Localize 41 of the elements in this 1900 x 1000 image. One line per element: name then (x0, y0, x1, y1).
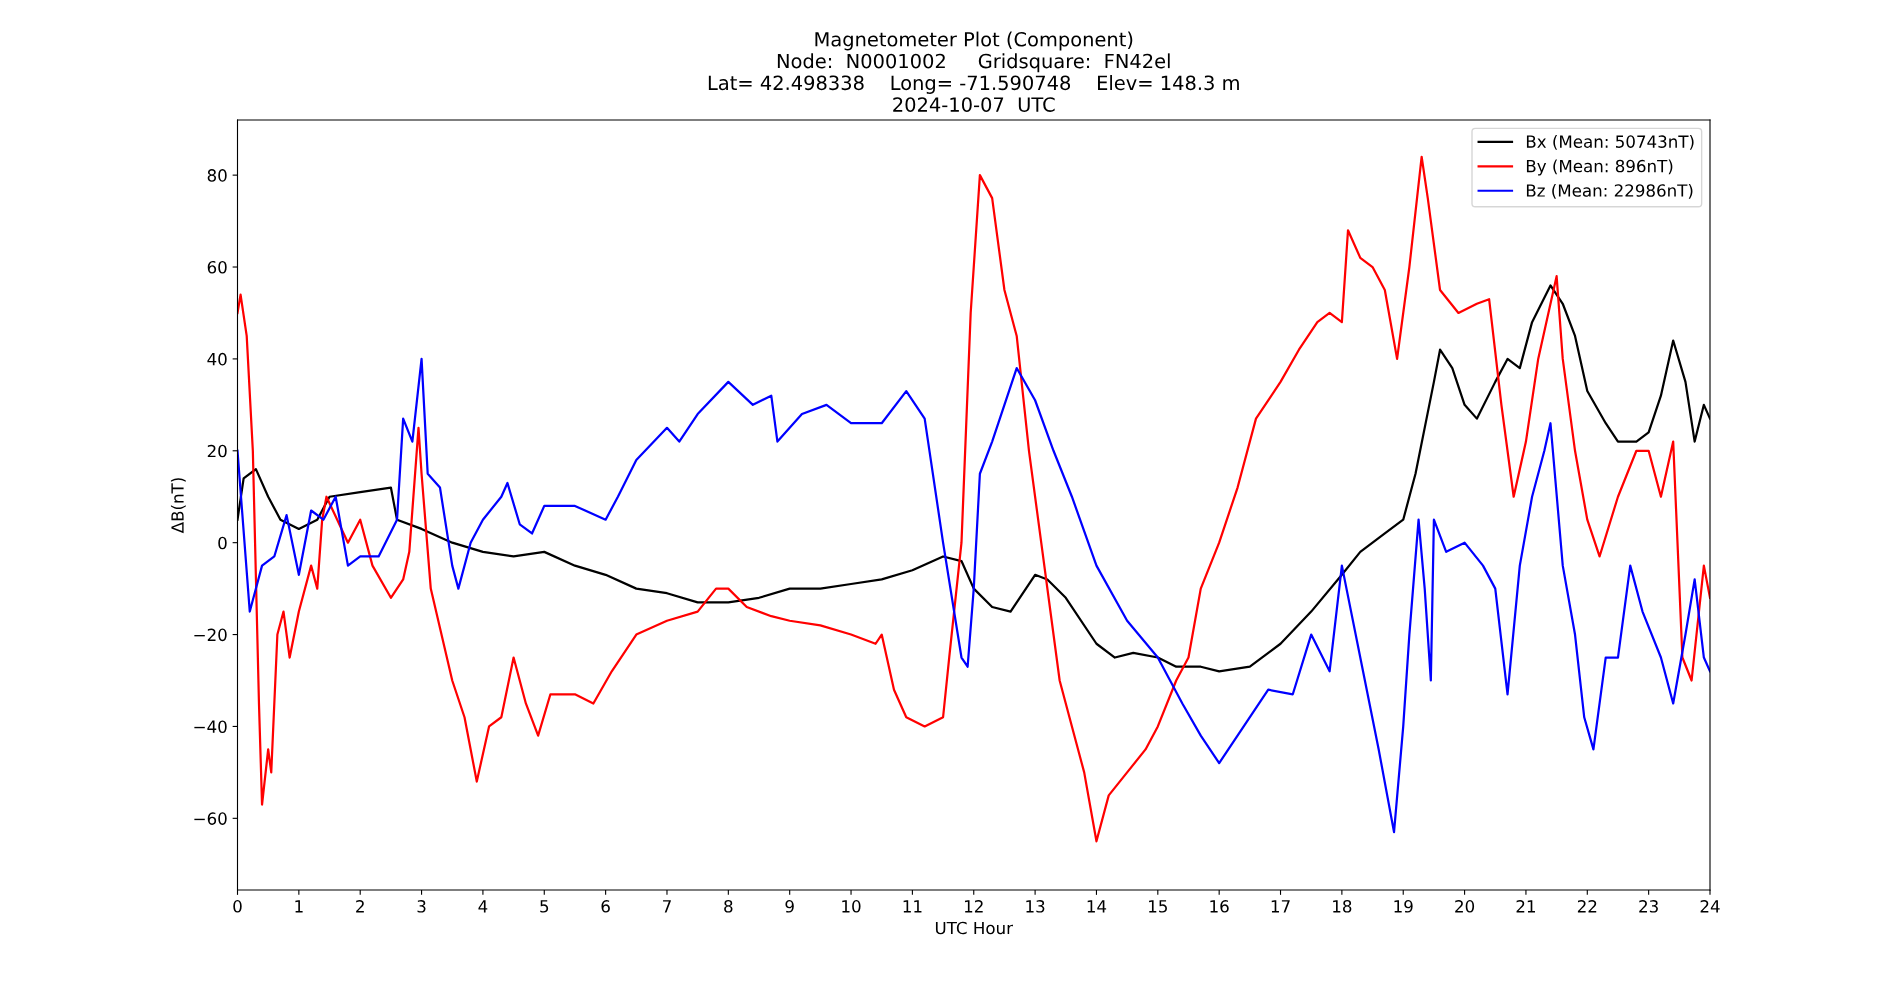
x-tick-label: 18 (1333, 900, 1352, 913)
x-tick-label: 7 (663, 900, 671, 913)
x-tick-label: 10 (842, 900, 861, 913)
x-tick-label: 24 (1700, 900, 1720, 913)
chart-title: Magnetometer Plot (Component) Node: N0001002 Gridsquare: FN42el Lat= 42.498338 Long= -71.590748 Elev= 148.3 m 2024-10-07 UTC (708, 31, 1239, 112)
legend-label: Bx (Mean: 50743nT) (1526, 135, 1694, 150)
x-tick-label: 3 (417, 900, 426, 913)
x-tick-label: 5 (540, 900, 549, 913)
x-tick-label: 23 (1639, 900, 1658, 913)
x-tick-label: 2 (356, 900, 364, 913)
y-axis-title: ΔB(nT) (170, 478, 186, 534)
x-tick-label: 19 (1394, 900, 1413, 913)
x-tick-label: 13 (1026, 900, 1045, 913)
x-tick-label: 21 (1516, 900, 1535, 913)
x-tick-label: 17 (1271, 900, 1290, 913)
x-axis-title: UTC Hour (935, 921, 1013, 935)
line-series (237, 357, 1710, 834)
y-tick-label: 40 (207, 352, 227, 366)
x-tick-label: 6 (601, 900, 610, 913)
x-tick-label: 14 (1087, 900, 1107, 913)
x-tick-label: 11 (903, 900, 922, 913)
x-tick-label: 20 (1455, 900, 1475, 913)
legend-label: Bz (Mean: 22986nT) (1526, 183, 1693, 199)
y-tick-label: 0 (218, 536, 227, 550)
x-tick-label: 12 (964, 900, 983, 913)
y-tick-label: −40 (194, 720, 227, 734)
x-tick-label: 15 (1149, 900, 1167, 913)
y-tick-label: −60 (194, 812, 227, 825)
x-tick-label: 4 (478, 900, 488, 913)
y-tick-label: 80 (207, 169, 227, 182)
x-tick-label: 0 (233, 900, 242, 913)
x-tick-label: 9 (785, 900, 794, 913)
x-tick-label: 22 (1577, 900, 1597, 913)
x-tick-label: 1 (295, 900, 303, 913)
y-tick-label: −20 (194, 628, 227, 642)
x-tick-label: 8 (724, 900, 733, 913)
line-series (237, 155, 1710, 843)
x-tick-label: 16 (1210, 900, 1229, 913)
y-tick-label: 60 (207, 260, 227, 274)
y-tick-label: 20 (207, 444, 227, 458)
legend-label: By (Mean: 896nT) (1526, 159, 1673, 176)
